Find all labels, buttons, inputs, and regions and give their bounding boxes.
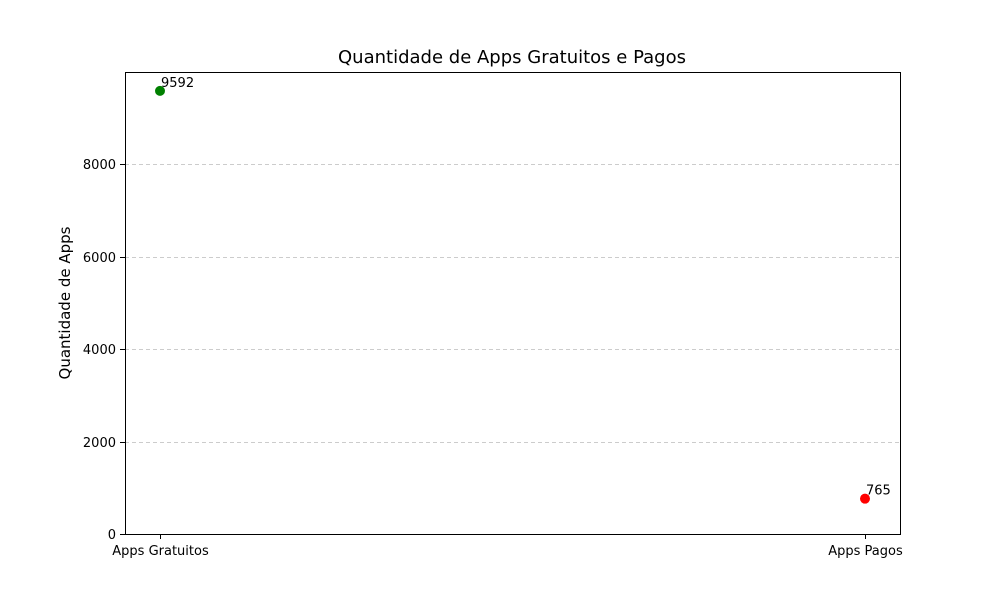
y-tick-label: 0: [108, 528, 116, 543]
y-axis-label: Quantidade de Apps: [56, 226, 74, 379]
plot-frame: [125, 72, 901, 535]
data-point: [860, 493, 870, 504]
data-label: 9592: [161, 76, 194, 91]
y-axis: 0 2000 4000 6000 8000: [83, 158, 125, 543]
x-tick-label: Apps Pagos: [828, 544, 903, 559]
y-tick-label: 6000: [83, 251, 116, 266]
y-tick-label: 4000: [83, 343, 116, 358]
y-tick-label: 2000: [83, 436, 116, 451]
grid: [125, 164, 900, 443]
data-points: [155, 85, 870, 504]
chart-title: Quantidade de Apps Gratuitos e Pagos: [338, 47, 686, 68]
x-axis: Apps Gratuitos Apps Pagos: [112, 534, 903, 559]
data-label: 765: [866, 484, 891, 499]
data-point: [155, 85, 165, 96]
y-tick-label: 8000: [83, 158, 116, 173]
x-tick-label: Apps Gratuitos: [112, 544, 209, 559]
data-labels: 9592 765: [161, 76, 891, 499]
